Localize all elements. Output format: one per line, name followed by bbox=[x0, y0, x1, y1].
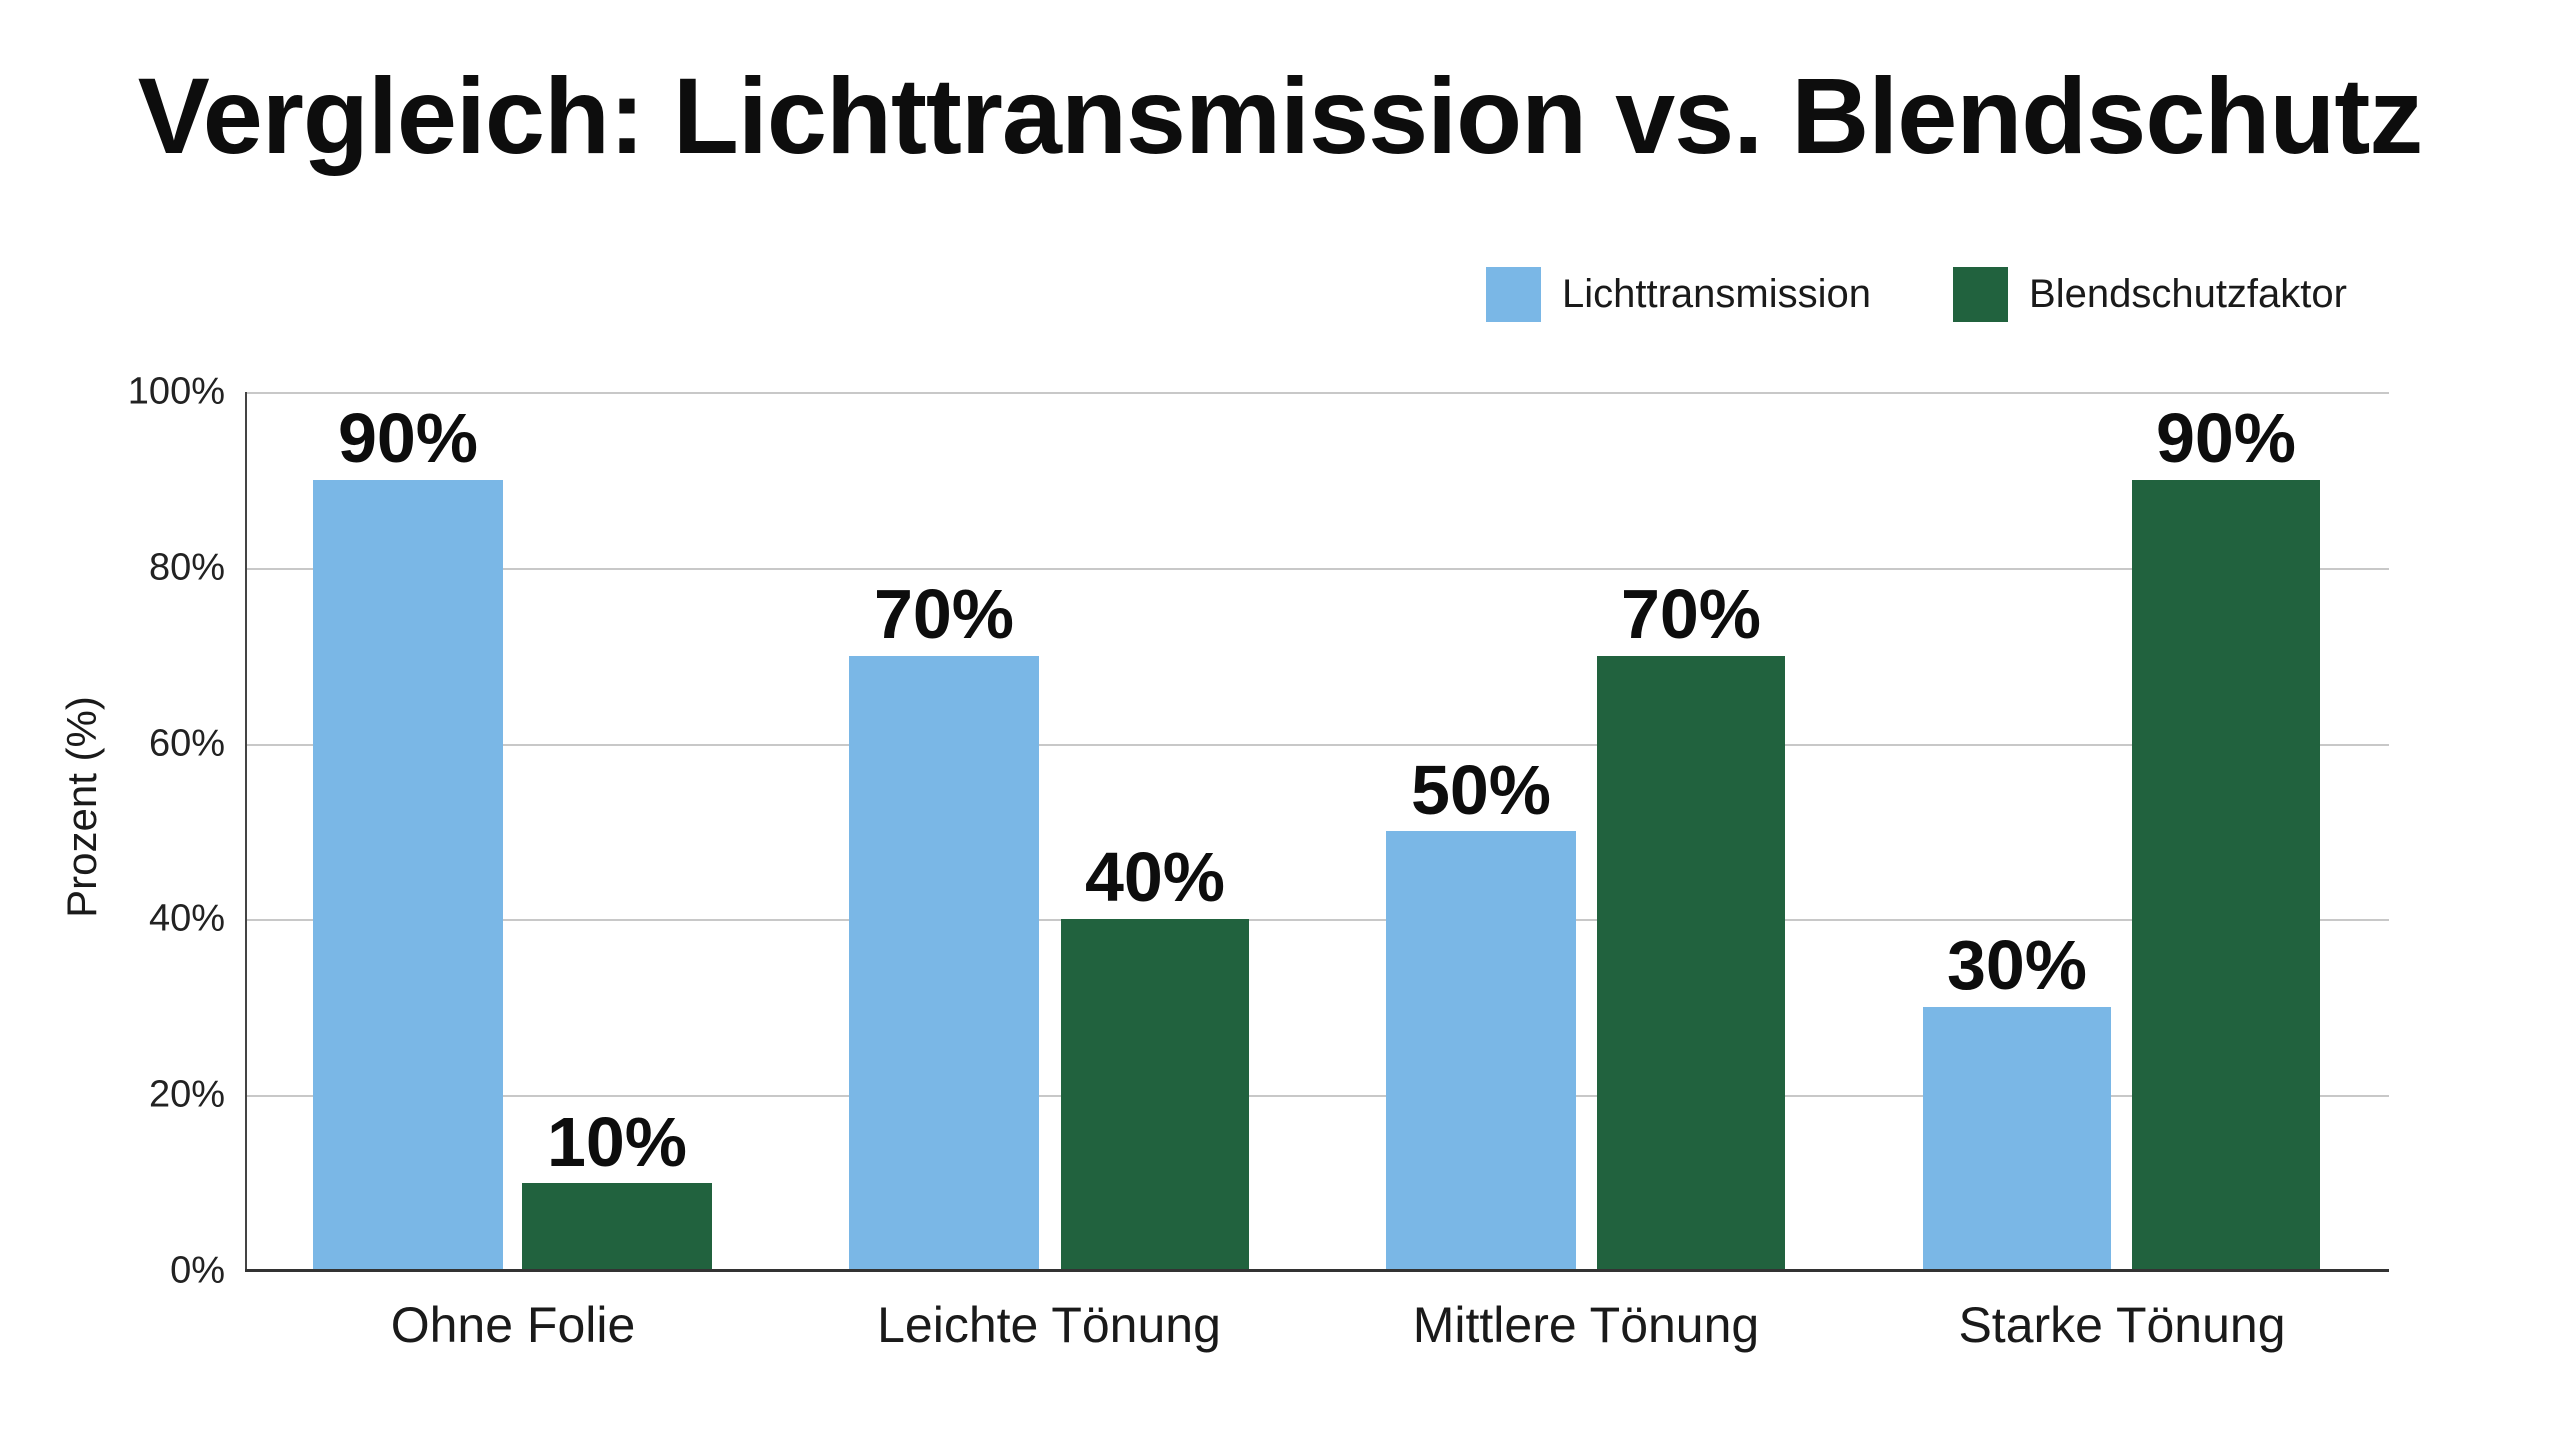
legend-label-blendschutzfaktor: Blendschutzfaktor bbox=[2029, 271, 2347, 316]
bar-ohne-folie-lichttransmission bbox=[313, 480, 503, 1271]
y-tick-80: 80% bbox=[148, 546, 225, 589]
y-tick-0: 0% bbox=[170, 1249, 225, 1292]
x-category-leichte-toenung: Leichte Tönung bbox=[877, 1297, 1221, 1353]
data-label-leichte-toenung-lichttransmission: 70% bbox=[873, 575, 1015, 653]
legend: Lichttransmission Blendschutzfaktor bbox=[1486, 266, 2347, 322]
gridline-80 bbox=[245, 568, 2389, 570]
bar-leichte-toenung-lichttransmission bbox=[849, 656, 1039, 1271]
gridline-100 bbox=[245, 392, 2389, 394]
data-label-ohne-folie-lichttransmission: 90% bbox=[337, 399, 479, 477]
gridline-60 bbox=[245, 744, 2389, 746]
data-label-leichte-toenung-blendschutzfaktor: 40% bbox=[1084, 838, 1226, 916]
gridline-20 bbox=[245, 1095, 2389, 1097]
y-tick-60: 60% bbox=[148, 722, 225, 765]
data-label-starke-toenung-blendschutzfaktor: 90% bbox=[2155, 399, 2297, 477]
bar-starke-toenung-blendschutzfaktor bbox=[2132, 480, 2320, 1271]
y-axis-line bbox=[245, 392, 247, 1271]
x-category-starke-toenung: Starke Tönung bbox=[1958, 1297, 2286, 1353]
x-category-mittlere-toenung: Mittlere Tönung bbox=[1412, 1297, 1760, 1353]
bar-ohne-folie-blendschutzfaktor bbox=[522, 1183, 712, 1271]
bar-leichte-toenung-blendschutzfaktor bbox=[1061, 919, 1249, 1271]
data-label-mittlere-toenung-lichttransmission: 50% bbox=[1410, 751, 1552, 829]
legend-item-blendschutzfaktor: Blendschutzfaktor bbox=[1953, 266, 2347, 322]
x-axis-line bbox=[245, 1269, 2389, 1272]
chart-title: Vergleich: Lichttransmission vs. Blendsc… bbox=[137, 55, 2424, 176]
y-tick-40: 40% bbox=[148, 897, 225, 940]
legend-swatch-blendschutzfaktor bbox=[1953, 266, 2009, 322]
bar-mittlere-toenung-lichttransmission bbox=[1386, 831, 1576, 1271]
data-label-starke-toenung-lichttransmission: 30% bbox=[1946, 926, 2088, 1004]
legend-label-lichttransmission: Lichttransmission bbox=[1562, 271, 1872, 316]
data-label-ohne-folie-blendschutzfaktor: 10% bbox=[546, 1103, 688, 1181]
bar-starke-toenung-lichttransmission bbox=[1923, 1007, 2111, 1271]
data-label-mittlere-toenung-blendschutzfaktor: 70% bbox=[1620, 575, 1762, 653]
y-tick-20: 20% bbox=[148, 1073, 225, 1116]
bar-mittlere-toenung-blendschutzfaktor bbox=[1597, 656, 1785, 1271]
y-tick-100: 100% bbox=[127, 370, 225, 413]
legend-item-lichttransmission: Lichttransmission bbox=[1486, 266, 1872, 322]
gridline-40 bbox=[245, 919, 2389, 921]
legend-swatch-lichttransmission bbox=[1486, 266, 1541, 322]
x-category-ohne-folie: Ohne Folie bbox=[390, 1297, 636, 1353]
plot-area bbox=[245, 392, 2389, 1272]
